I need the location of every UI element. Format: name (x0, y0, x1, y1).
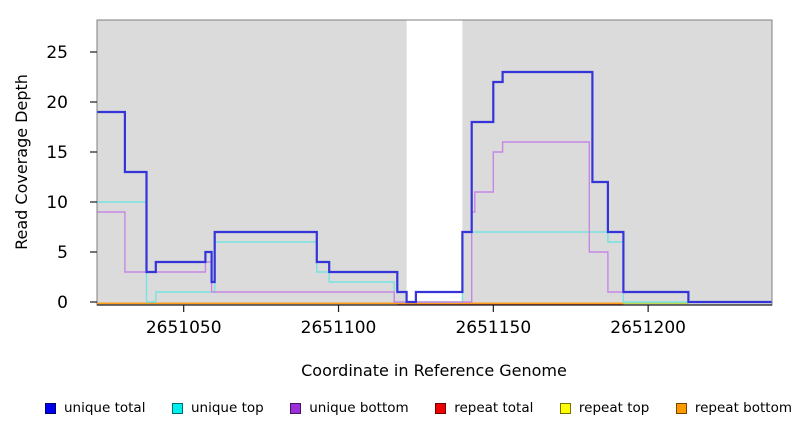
legend-swatch-unique-total (45, 402, 56, 414)
legend-label: unique bottom (309, 400, 409, 416)
legend-item-repeat-top: repeat top (559, 400, 650, 416)
x-tick-label: 2651200 (610, 318, 686, 338)
legend-swatch-repeat-total (435, 402, 447, 414)
legend-item-repeat-total: repeat total (435, 400, 533, 416)
y-tick-label: 5 (57, 243, 68, 263)
series-line-unique-total (97, 70, 772, 304)
coverage-plot: 2651050 2651100 2651150 2651200 0 5 10 15 20 25 C… (12, 19, 773, 380)
legend-item-unique-top: unique top (172, 400, 264, 416)
x-axis-title: Coordinate in Reference Genome (301, 361, 567, 380)
series-line-unique-bottom (97, 141, 772, 303)
legend-label: unique total (64, 400, 146, 416)
x-tick-label: 2651100 (301, 318, 377, 338)
x-tick-label: 2651050 (146, 318, 222, 338)
legend: unique total unique top unique bottom repea… (45, 397, 792, 419)
legend-item-unique-total: unique total (45, 400, 145, 416)
legend-label: repeat top (578, 400, 650, 416)
y-tick-label: 25 (46, 43, 68, 63)
legend-label: repeat total (454, 400, 534, 416)
x-tick-label: 2651150 (455, 318, 531, 338)
legend-item-unique-bottom: unique bottom (290, 400, 409, 416)
legend-swatch-unique-bottom (290, 402, 302, 414)
y-tick-label: 15 (46, 143, 68, 163)
y-tick-label: 10 (46, 193, 68, 213)
legend-swatch-repeat-bottom (675, 402, 687, 414)
legend-label: repeat bottom (694, 400, 792, 416)
legend-swatch-unique-top (172, 402, 183, 414)
legend-item-repeat-bottom: repeat bottom (675, 400, 792, 416)
unmasked-region-band (406, 20, 463, 305)
y-axis-title: Read Coverage Depth (12, 74, 31, 250)
legend-label: unique top (191, 400, 264, 416)
legend-swatch-repeat-top (559, 402, 571, 414)
y-tick-label: 0 (57, 293, 68, 313)
y-tick-label: 20 (46, 93, 68, 113)
series-line-unique-top (97, 201, 772, 303)
